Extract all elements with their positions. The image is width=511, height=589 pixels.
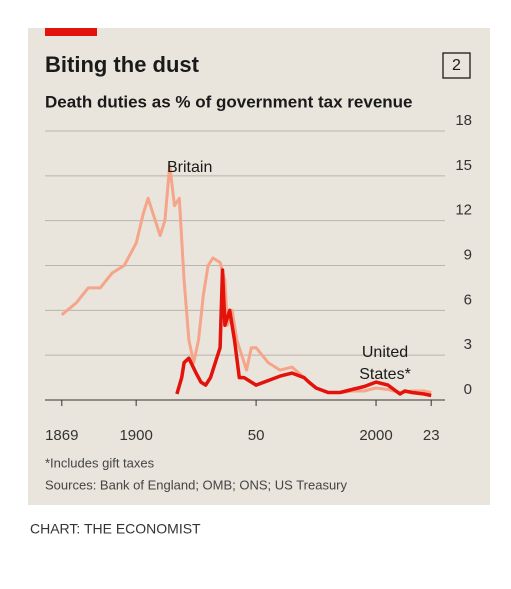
x-tick-label: 1900 bbox=[119, 427, 152, 444]
panel bbox=[28, 28, 490, 505]
series-line bbox=[175, 268, 432, 398]
credit: CHART: THE ECONOMIST bbox=[30, 521, 201, 537]
x-tick-label: 23 bbox=[423, 427, 440, 444]
y-tick-label: 15 bbox=[455, 157, 472, 174]
subtitle: Death duties as % of government tax reve… bbox=[45, 92, 413, 111]
y-tick-label: 12 bbox=[455, 202, 472, 219]
panel-number-box bbox=[442, 52, 471, 79]
y-tick-label: 9 bbox=[464, 246, 472, 263]
accent-bar bbox=[45, 28, 97, 36]
panel-number: 2 bbox=[452, 57, 461, 74]
series-label: States* bbox=[359, 366, 411, 383]
chart-title: Biting the dust bbox=[45, 52, 200, 77]
source: Sources: Bank of England; OMB; ONS; US T… bbox=[45, 477, 348, 492]
series-label: Britain bbox=[167, 159, 212, 176]
footnote: *Includes gift taxes bbox=[45, 455, 155, 470]
x-tick-label: 2000 bbox=[359, 427, 392, 444]
x-tick-label: 50 bbox=[248, 427, 265, 444]
y-tick-label: 0 bbox=[464, 381, 472, 398]
y-tick-label: 6 bbox=[464, 291, 472, 308]
y-tick-label: 18 bbox=[455, 112, 472, 129]
series-label: United bbox=[362, 344, 408, 361]
x-tick-label: 1869 bbox=[45, 427, 78, 444]
y-tick-label: 3 bbox=[464, 336, 472, 353]
